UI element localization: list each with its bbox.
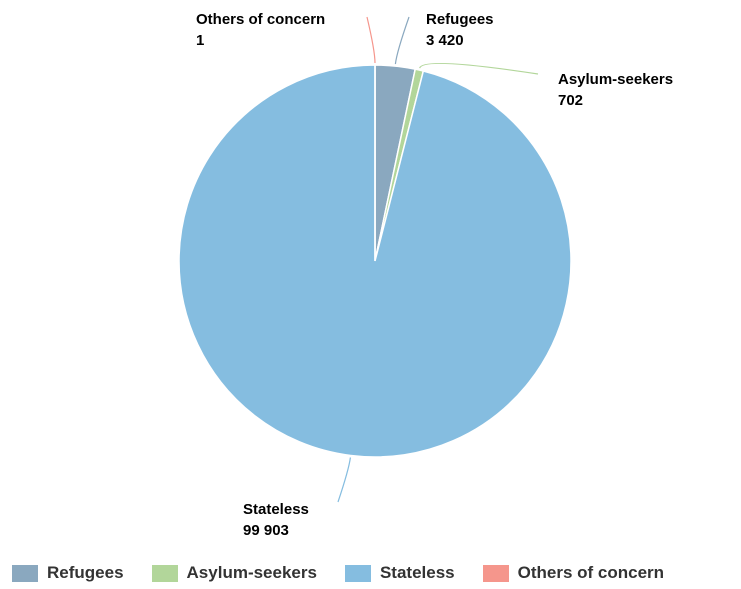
leader-line-others-of-concern	[366, 16, 376, 64]
pie-slices	[178, 64, 572, 458]
slice-label-value-others-of-concern: 1	[196, 32, 204, 49]
slice-label-value-asylum-seekers: 702	[558, 92, 583, 109]
leader-line-asylum-seekers	[419, 62, 539, 75]
legend-item-others-of-concern[interactable]: Others of concern	[482, 563, 665, 583]
legend-label-refugees: Refugees	[47, 563, 124, 582]
legend-swatch-others-of-concern	[482, 564, 509, 582]
legend-label-stateless: Stateless	[379, 563, 455, 582]
legend: Refugees Asylum-seekers Stateless Others…	[12, 563, 664, 583]
slice-label-value-stateless: 99 903	[243, 522, 289, 539]
legend-label-asylum-seekers: Asylum-seekers	[186, 563, 317, 582]
leader-lines	[337, 16, 539, 503]
slice-label-name-refugees: Refugees	[426, 11, 494, 28]
slice-label-name-asylum-seekers: Asylum-seekers	[558, 71, 673, 88]
slice-label-name-stateless: Stateless	[243, 501, 309, 518]
legend-swatch-refugees	[12, 564, 38, 582]
legend-item-refugees[interactable]: Refugees	[12, 563, 124, 583]
slice-labels: Refugees 3 420 Asylum-seekers 702 Stateless 9…	[196, 11, 673, 539]
legend-item-stateless[interactable]: Stateless	[344, 563, 455, 583]
legend-swatch-stateless	[344, 564, 371, 582]
leader-line-stateless	[337, 457, 351, 503]
legend-item-asylum-seekers[interactable]: Asylum-seekers	[151, 563, 317, 583]
pie-chart: Refugees 3 420 Asylum-seekers 702 Stateless 9…	[178, 11, 673, 539]
slice-label-value-refugees: 3 420	[426, 32, 464, 49]
leader-line-refugees	[394, 16, 410, 65]
legend-label-others-of-concern: Others of concern	[517, 563, 665, 582]
legend-swatch-asylum-seekers	[151, 564, 178, 582]
slice-label-name-others-of-concern: Others of concern	[196, 11, 325, 28]
